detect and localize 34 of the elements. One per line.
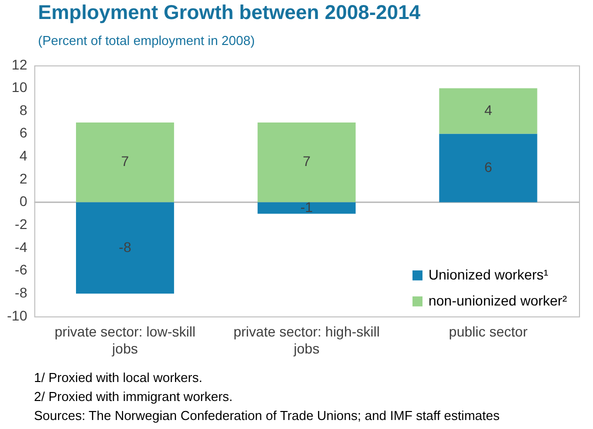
bar xyxy=(258,202,356,214)
text: 2/ Proxied with immigrant workers. xyxy=(34,388,234,406)
y-tick-label: 2 xyxy=(19,170,28,186)
y-tick-label: 6 xyxy=(19,124,28,141)
data-label: 7 xyxy=(121,153,130,170)
data-label: 7 xyxy=(302,153,311,170)
bar xyxy=(76,202,174,294)
data-label: 4 xyxy=(484,102,492,118)
bar xyxy=(258,122,356,202)
data-label: -8 xyxy=(118,238,132,255)
x-tick-label: public sector xyxy=(448,324,528,340)
bar xyxy=(439,88,538,134)
x-tick-label: private sector: low-skill jobs xyxy=(54,324,196,356)
chart-subtitle: (Percent of total employment in 2008) xyxy=(38,33,255,48)
y-tick-label: 12 xyxy=(12,56,28,72)
x-tick-label: private sector: high-skill jobs xyxy=(233,324,380,356)
y-tick-label: 10 xyxy=(12,79,28,96)
y-tick-label: 0 xyxy=(19,193,28,210)
y-tick-label: 8 xyxy=(19,102,28,118)
bar xyxy=(76,122,174,202)
y-tick-label: -2 xyxy=(14,216,28,232)
source-note: Sources: The Norwegian Confederation of Trade Unions; and IMF staff estimates xyxy=(34,407,500,425)
text: 1/ Proxied with local workers. xyxy=(34,369,204,387)
y-tick-label: -10 xyxy=(7,307,28,324)
bar xyxy=(439,134,538,202)
y-tick-label: 4 xyxy=(19,148,28,164)
legend-label: non-unionized worker² xyxy=(428,292,568,308)
y-tick-label: -4 xyxy=(14,238,28,255)
data-label: -1 xyxy=(300,198,314,215)
y-tick-label: -8 xyxy=(14,284,28,300)
chart-title: Employment Growth between 2008-2014 xyxy=(38,2,420,25)
data-label: 6 xyxy=(484,158,492,175)
legend-label: Unionized workers¹ xyxy=(428,266,549,282)
y-tick-label: -6 xyxy=(14,262,28,278)
